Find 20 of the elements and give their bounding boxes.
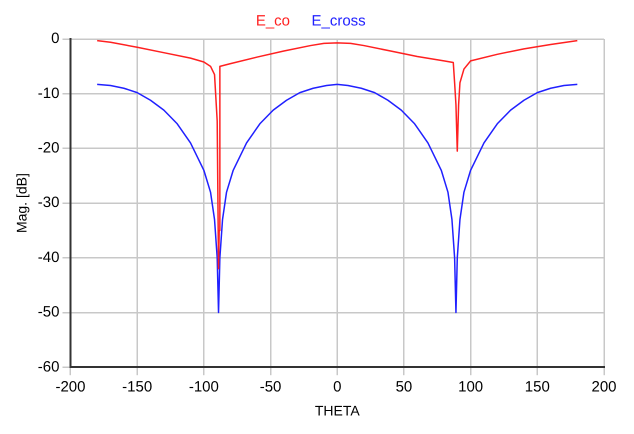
text: E_cross bbox=[312, 12, 366, 30]
x-tick-label: 200 bbox=[591, 378, 617, 396]
y-tick-label: -20 bbox=[38, 140, 60, 157]
y-tick-label: -10 bbox=[38, 84, 60, 102]
x-tick-label: -50 bbox=[260, 378, 282, 396]
x-tick-label: 100 bbox=[458, 378, 484, 396]
y-tick-label: -30 bbox=[38, 194, 60, 212]
x-tick-label: 150 bbox=[524, 378, 550, 396]
series-label: E_co bbox=[256, 12, 290, 30]
y-axis-title: Mag. [dB] bbox=[13, 173, 30, 234]
y-tick-label: -40 bbox=[38, 248, 60, 266]
y-tick-label: 0 bbox=[51, 30, 60, 48]
x-tick-label: -150 bbox=[122, 378, 152, 396]
x-tick-label: 0 bbox=[333, 378, 342, 396]
x-axis-title: THETA bbox=[314, 402, 360, 418]
x-tick-label: -100 bbox=[188, 378, 219, 396]
x-tick-label: 50 bbox=[396, 378, 412, 396]
y-tick-label: -50 bbox=[38, 304, 60, 321]
x-tick-label: -200 bbox=[55, 378, 86, 396]
y-tick-label: -60 bbox=[38, 358, 60, 376]
